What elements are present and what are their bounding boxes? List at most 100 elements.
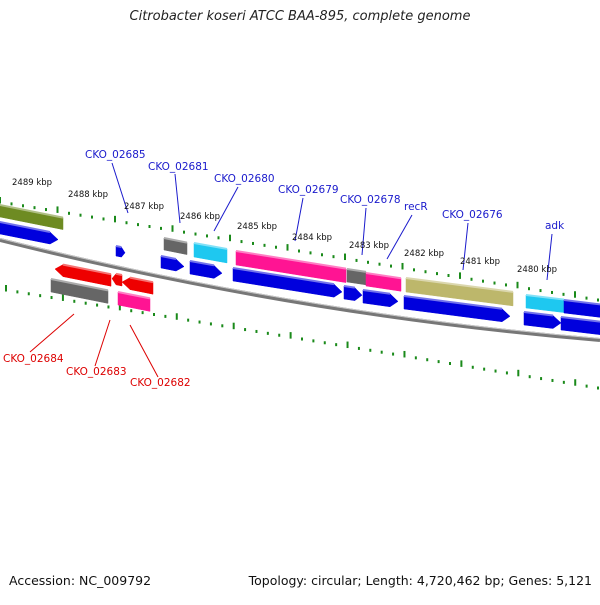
outer-scale-tick bbox=[79, 213, 82, 217]
outer-scale-tick bbox=[562, 292, 565, 296]
outer-scale-tick bbox=[390, 264, 392, 268]
inner-scale-tick bbox=[27, 292, 30, 296]
inner-scale-tick bbox=[175, 313, 178, 320]
inner-scale-tick bbox=[426, 358, 429, 362]
gene-red-cds-highlight bbox=[115, 272, 123, 276]
gene-gray-cds-highlight bbox=[50, 278, 109, 292]
outer-scale-tick bbox=[275, 245, 277, 249]
inner-scale-tick bbox=[517, 369, 520, 377]
gene-label: recR bbox=[404, 201, 428, 213]
inner-scale-tick bbox=[369, 348, 372, 352]
inner-scale-tick bbox=[5, 285, 7, 292]
ruler-label: 2486 kbp bbox=[180, 212, 220, 222]
gene-magenta-cds-highlight bbox=[365, 272, 402, 280]
inner-scale-tick bbox=[483, 367, 486, 371]
inner-scale-tick bbox=[50, 296, 53, 300]
inner-scale-tick bbox=[494, 369, 497, 373]
gene-gray-cds-highlight bbox=[163, 237, 188, 244]
outer-scale-tick bbox=[436, 272, 438, 276]
inner-scale-tick bbox=[414, 356, 417, 360]
gene-red-cds-highlight bbox=[129, 276, 154, 284]
outer-scale-tick bbox=[206, 234, 208, 238]
gene-blue-cds-highlight bbox=[160, 255, 177, 260]
gene-blue-cds-highlight bbox=[0, 220, 51, 233]
outer-scale-tick bbox=[68, 211, 70, 215]
genome-title: Citrobacter koseri ATCC BAA-895, complet… bbox=[129, 9, 471, 24]
inner-scale-tick bbox=[562, 380, 565, 384]
gene-gray-cds-highlight bbox=[346, 268, 367, 273]
gene-label-leader bbox=[94, 319, 111, 367]
scale-ticks bbox=[0, 197, 599, 390]
gene-labels: CKO_02685CKO_02681CKO_02680CKO_02679CKO_… bbox=[3, 149, 565, 389]
outer-scale-tick bbox=[551, 290, 553, 294]
outer-scale-tick bbox=[114, 215, 116, 223]
outer-scale-tick bbox=[45, 208, 47, 212]
gene-magenta-cds-highlight bbox=[117, 291, 151, 300]
outer-scale-tick bbox=[309, 251, 312, 255]
gene-label: CKO_02685 bbox=[85, 149, 146, 161]
inner-scale-tick bbox=[357, 346, 360, 350]
gene-red-cds-highlight bbox=[62, 263, 112, 276]
inner-scale-tick bbox=[346, 341, 349, 349]
outer-scale-tick bbox=[459, 272, 461, 279]
outer-scale-tick bbox=[298, 249, 300, 253]
inner-scale-tick bbox=[118, 303, 121, 311]
inner-scale-tick bbox=[130, 309, 133, 313]
outer-scale-tick bbox=[482, 279, 484, 283]
gene-magenta-cds-highlight bbox=[235, 250, 347, 270]
inner-scale-tick bbox=[312, 339, 315, 343]
gene-blue-cds-highlight bbox=[560, 316, 600, 323]
ruler-label: 2481 kbp bbox=[460, 257, 500, 267]
outer-scale-tick bbox=[344, 253, 346, 261]
gene-cyan-cds-highlight bbox=[193, 242, 228, 250]
outer-scale-tick bbox=[102, 217, 105, 221]
gene-label: CKO_02681 bbox=[148, 161, 209, 173]
inner-scale-tick bbox=[16, 290, 19, 294]
outer-scale-tick bbox=[137, 223, 139, 227]
outer-scale-tick bbox=[56, 206, 59, 213]
inner-scale-tick bbox=[403, 350, 406, 358]
backbone-line bbox=[0, 238, 600, 342]
outer-scale-tick bbox=[378, 262, 381, 266]
gene-blue-cds-highlight bbox=[232, 267, 335, 286]
gene-label-leader bbox=[546, 233, 553, 281]
gene-label-leader bbox=[386, 214, 413, 260]
gene-label: CKO_02676 bbox=[442, 209, 503, 221]
gene-label-leader bbox=[213, 186, 239, 232]
inner-scale-tick bbox=[187, 318, 190, 322]
inner-scale-tick bbox=[471, 365, 474, 369]
gene-olive-cds-highlight bbox=[0, 203, 64, 219]
outer-scale-tick bbox=[493, 281, 496, 285]
outer-scale-tick bbox=[401, 262, 404, 270]
inner-scale-tick bbox=[209, 322, 212, 326]
inner-scale-tick bbox=[289, 332, 292, 339]
inner-scale-tick bbox=[141, 311, 144, 315]
gene-label-leader bbox=[174, 173, 181, 224]
inner-scale-tick bbox=[39, 294, 42, 298]
outer-scale-tick bbox=[252, 241, 254, 245]
inner-scale-tick bbox=[255, 329, 258, 333]
gene-blue-cds-highlight bbox=[403, 295, 503, 310]
gene-cyan-cds-highlight bbox=[525, 294, 565, 301]
ruler-label: 2483 kbp bbox=[349, 241, 389, 251]
inner-scale-tick bbox=[164, 314, 167, 318]
genome-summary-text: Topology: circular; Length: 4,720,462 bp… bbox=[248, 573, 592, 588]
outer-scale-tick bbox=[33, 206, 36, 210]
gene-label: adk bbox=[545, 220, 565, 232]
ruler-label: 2485 kbp bbox=[237, 222, 277, 232]
outer-scale-tick bbox=[597, 298, 599, 302]
ruler-label: 2487 kbp bbox=[124, 202, 164, 212]
inner-scale-tick bbox=[84, 301, 87, 305]
outer-scale-tick bbox=[332, 255, 335, 259]
gene-blue-cds-highlight bbox=[523, 311, 554, 317]
outer-scale-tick bbox=[229, 234, 231, 242]
outer-scale-tick bbox=[505, 283, 507, 287]
gene-features bbox=[0, 203, 600, 335]
inner-scale-tick bbox=[437, 360, 440, 364]
outer-scale-tick bbox=[516, 281, 519, 289]
outer-scale-tick bbox=[528, 287, 530, 291]
inner-scale-tick bbox=[244, 328, 247, 332]
gene-label-leader bbox=[462, 222, 469, 271]
outer-scale-tick bbox=[286, 244, 289, 251]
